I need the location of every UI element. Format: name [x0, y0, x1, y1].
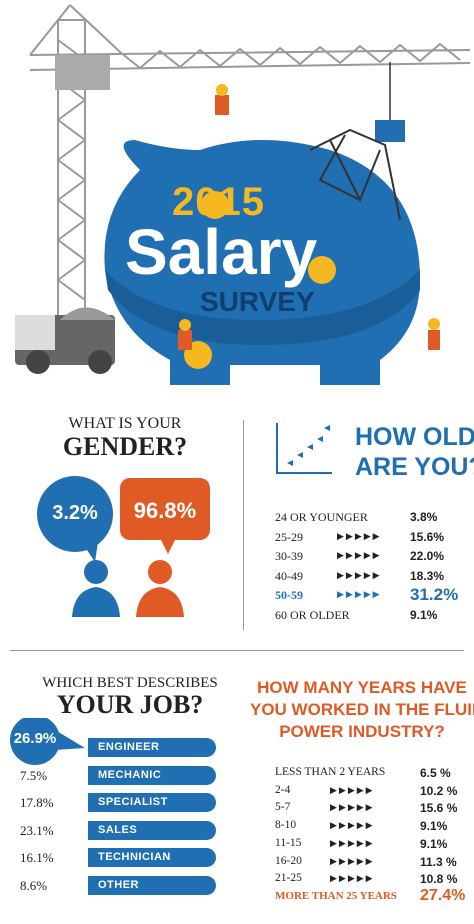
- years-value: 9.1%: [420, 836, 448, 851]
- gender-icons: [37, 476, 210, 617]
- question: WHICH BEST DESCRIBES: [42, 675, 218, 691]
- job-bar: TECHNICIAN: [88, 848, 216, 867]
- job-highlight: [10, 718, 85, 765]
- arrows: ▶▶▶▶▶: [330, 856, 375, 867]
- job-value: 7.5%: [20, 767, 48, 783]
- age-label: 24 OR YOUNGER: [275, 510, 368, 524]
- job-bar: OTHER: [88, 875, 216, 895]
- crane-block: [375, 120, 405, 142]
- years-value: 27.4%: [420, 886, 466, 904]
- years-title-line: HOW MANY YEARS HAVE: [257, 678, 467, 697]
- years-label: 16-20: [275, 854, 302, 867]
- arrows: ▶▶▶▶▶: [330, 838, 375, 849]
- years-value: 10.8 %: [420, 872, 458, 887]
- years-label: 21-25: [275, 872, 302, 885]
- years-value: 10.2 %: [420, 783, 458, 798]
- age-value: 15.6%: [410, 529, 445, 544]
- job-value: 8.6%: [20, 877, 48, 893]
- age-label: 25-29: [275, 529, 303, 544]
- age-icon: [276, 423, 332, 474]
- title: Salary: [125, 216, 318, 288]
- years-label: 8-10: [275, 819, 297, 832]
- job-bar: MECHANIC: [88, 765, 216, 785]
- arrows: ▶▶▶▶▶: [337, 570, 382, 581]
- job-value: 26.9%: [13, 730, 57, 747]
- counterweight: [55, 55, 110, 90]
- years-value: 11.3 %: [420, 854, 457, 869]
- age-label: 60 OR OLDER: [275, 608, 350, 622]
- age-title: HOW OLD: [355, 423, 474, 451]
- subtitle: SURVEY: [200, 286, 315, 317]
- age-value: 31.2%: [410, 585, 459, 605]
- job-bar: SALES: [88, 820, 216, 840]
- years-value: 15.6 %: [420, 801, 458, 816]
- arrows: ▶▶▶▶▶: [330, 874, 375, 885]
- arrows: ▶▶▶▶▶: [337, 551, 382, 562]
- years-label: 2-4: [275, 783, 291, 796]
- year: 2015: [172, 180, 265, 224]
- question: YOUR JOB?: [56, 690, 204, 719]
- years-label: MORE THAN 25 YEARS: [275, 889, 397, 902]
- divider: [10, 650, 464, 651]
- illustration: [15, 4, 471, 385]
- arrows: ▶▶▶▶▶: [330, 785, 375, 796]
- question: WHAT IS YOUR: [68, 415, 182, 432]
- years-label: 11-15: [275, 836, 302, 849]
- age-value: 18.3%: [410, 568, 445, 583]
- years-value: 9.1%: [420, 819, 448, 834]
- job-value: 23.1%: [20, 822, 54, 838]
- years-label: 5-7: [275, 801, 291, 814]
- job-value: 17.8%: [20, 795, 54, 810]
- age-value: 9.1%: [410, 608, 438, 622]
- age-label: 40-49: [275, 568, 303, 583]
- arrows: ▶▶▶▶▶: [337, 531, 382, 542]
- age-title: ARE YOU?: [355, 453, 474, 481]
- age-value: 3.8%: [410, 510, 438, 524]
- age-value: 22.0%: [410, 549, 445, 564]
- age-label: 50-59: [275, 588, 303, 603]
- years-value: 6.5 %: [420, 766, 451, 780]
- age-label: 30-39: [275, 549, 303, 564]
- job-bar: ENGINEER: [88, 738, 216, 757]
- question: GENDER?: [62, 432, 188, 461]
- years-label: LESS THAN 2 YEARS: [275, 766, 386, 778]
- job-value: 16.1%: [20, 850, 54, 865]
- arrows: ▶▶▶▶▶: [330, 803, 375, 814]
- job-bar: SPECIALIST: [88, 793, 216, 812]
- years-title-line: YOU WORKED IN THE FLUID: [250, 700, 474, 719]
- years-title-line: POWER INDUSTRY?: [279, 722, 445, 741]
- divider: [243, 420, 244, 630]
- arrows: ▶▶▶▶▶: [330, 821, 375, 832]
- arrows: ▶▶▶▶▶: [337, 590, 382, 601]
- male-value: 96.8%: [133, 498, 197, 523]
- female-value: 3.2%: [52, 502, 98, 524]
